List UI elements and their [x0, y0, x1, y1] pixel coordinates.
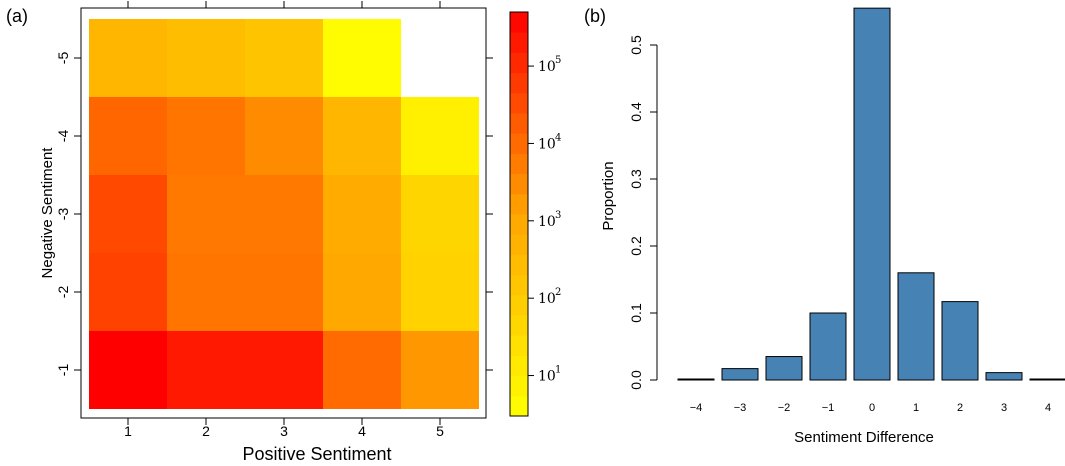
heatmap-x-axis-title: Positive Sentiment: [242, 444, 391, 464]
heatmap-cell: [245, 175, 323, 253]
heatmap-x-tick-label: 3: [280, 423, 288, 439]
heatmap-y-tick-label: -1: [55, 364, 71, 377]
colorbar-step: [510, 395, 528, 417]
heatmap-x-tick-label: 5: [436, 423, 444, 439]
bar-x-tick-label: 3: [1001, 402, 1007, 414]
colorbar-tick-exponent: 1: [555, 365, 561, 376]
colorbar-step: [510, 335, 528, 356]
bar: [985, 372, 1023, 381]
bar: [809, 312, 847, 381]
heatmap-cell: [245, 19, 323, 97]
colorbar-step: [510, 234, 528, 255]
bar: [765, 356, 803, 381]
heatmap-cell: [323, 331, 401, 409]
panel-label-a: (a): [6, 6, 28, 26]
heatmap-cell: [89, 253, 167, 331]
bar: [1029, 378, 1065, 381]
heatmap-cell: [245, 253, 323, 331]
bar-x-tick-label: 0: [869, 402, 875, 414]
heatmap-cell: [89, 331, 167, 409]
bar-y-axis-title: Proportion: [600, 161, 617, 230]
heatmap-cell: [245, 331, 323, 409]
heatmap-cell: [323, 253, 401, 331]
heatmap-y-tick-label: -5: [55, 52, 71, 65]
colorbar-frame: [509, 11, 529, 417]
colorbar-step: [510, 375, 528, 397]
colorbar-step: [510, 355, 528, 377]
heatmap-cell: [167, 175, 245, 253]
bar-y-tick-label: 0.5: [628, 35, 644, 55]
bar-y-tick-label: 0.0: [628, 370, 644, 390]
bar-x-tick-label: 1: [913, 402, 919, 414]
bar-x-tick-label: 2: [957, 402, 963, 414]
heatmap-cell: [323, 19, 401, 97]
heatmap-y-tick-label: -3: [55, 208, 71, 221]
heatmap-cell: [245, 97, 323, 175]
bar-x-axis-title: Sentiment Difference: [794, 429, 934, 446]
colorbar-step: [510, 133, 528, 154]
heatmap-cell: [323, 175, 401, 253]
colorbar-tick-label: 10: [538, 59, 556, 75]
colorbar-step: [510, 153, 528, 175]
bar-y-tick-label: 0.4: [628, 102, 644, 122]
colorbar-step: [510, 32, 528, 53]
bar: [941, 301, 979, 381]
bar-x-tick-label: −4: [690, 402, 703, 414]
heatmap-cell: [401, 253, 479, 331]
heatmap-cells: [89, 19, 479, 409]
colorbar-tick-label: 10: [538, 136, 556, 152]
colorbar-step: [510, 52, 528, 74]
bar-y-tick-label: 0.1: [628, 303, 644, 323]
heatmap-cell: [89, 19, 167, 97]
panel-label-b: (b): [584, 6, 606, 26]
heatmap-x-tick-label: 4: [358, 423, 366, 439]
bar-x-tick-label: −1: [822, 402, 835, 414]
colorbar-step: [510, 214, 528, 235]
colorbar-step: [510, 315, 528, 336]
bar-x-tick-label: −3: [734, 402, 747, 414]
colorbar-tick-exponent: 3: [555, 210, 561, 221]
heatmap-x-tick-label: 1: [124, 423, 132, 439]
heatmap-cell: [167, 253, 245, 331]
colorbar-tick-exponent: 5: [555, 55, 561, 66]
bar: [677, 378, 715, 381]
bar: [721, 368, 759, 381]
bar-y-tick-label: 0.2: [628, 236, 644, 256]
bar-series: [677, 7, 1065, 381]
heatmap-cell: [401, 175, 479, 253]
bar-x-tick-label: −2: [778, 402, 791, 414]
heatmap-cell: [89, 175, 167, 253]
colorbar-tick-exponent: 2: [555, 287, 561, 298]
heatmap-x-tick-label: 2: [202, 423, 210, 439]
colorbar-tick-label: 10: [538, 291, 556, 307]
colorbar-step: [510, 254, 528, 276]
bar-y-tick-label: 0.3: [628, 169, 644, 189]
colorbar-tick-exponent: 4: [555, 132, 561, 143]
colorbar-steps: [510, 12, 528, 417]
heatmap-cell: [167, 331, 245, 409]
heatmap-y-axis-title: Negative Sentiment: [39, 147, 56, 279]
bar-x-tick-label: 4: [1045, 402, 1051, 414]
colorbar-step: [510, 92, 528, 114]
colorbar-step: [510, 294, 528, 316]
colorbar-tick-label: 10: [538, 369, 556, 385]
colorbar-step: [510, 72, 528, 94]
bar: [897, 272, 935, 381]
colorbar-step: [510, 274, 528, 296]
heatmap-cell: [401, 331, 479, 409]
heatmap-cell: [89, 97, 167, 175]
heatmap-y-tick-label: -2: [55, 286, 71, 299]
heatmap-cell: [167, 19, 245, 97]
colorbar-tick-label: 10: [538, 214, 556, 230]
bar: [853, 7, 891, 381]
heatmap-cell: [323, 97, 401, 175]
heatmap-cell: [167, 97, 245, 175]
heatmap-cell: [401, 97, 479, 175]
colorbar-step: [510, 113, 528, 134]
colorbar-step: [510, 12, 528, 33]
heatmap-y-tick-label: -4: [55, 130, 71, 143]
colorbar-step: [510, 173, 528, 195]
colorbar-step: [510, 193, 528, 215]
